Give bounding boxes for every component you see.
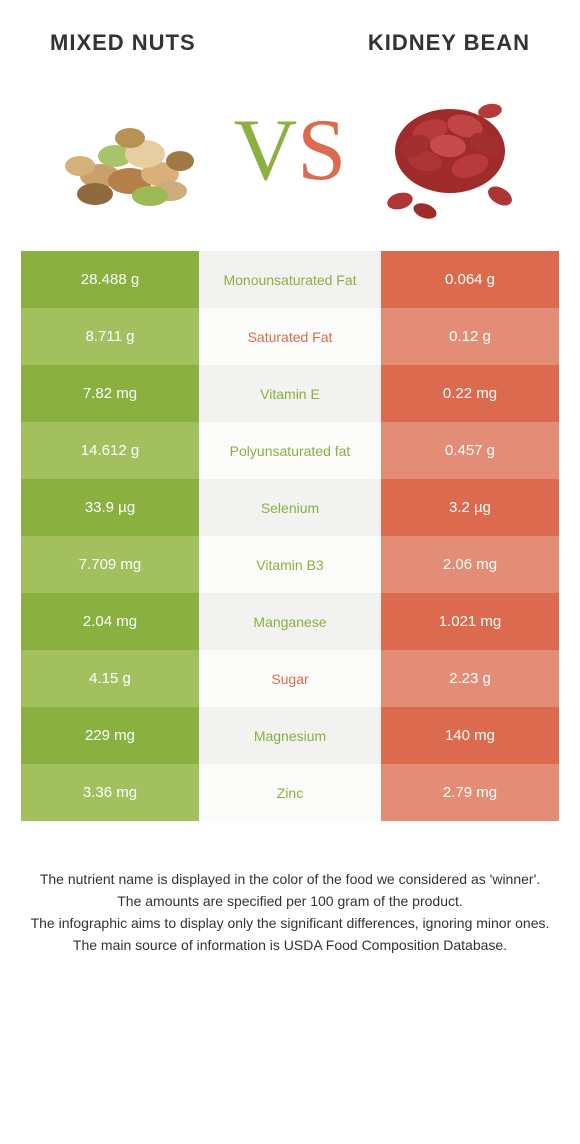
value-right: 0.064 g	[381, 251, 559, 308]
mixed-nuts-image	[50, 76, 210, 226]
value-right: 2.06 mg	[381, 536, 559, 593]
value-left: 14.612 g	[21, 422, 199, 479]
table-row: 14.612 gPolyunsaturated fat0.457 g	[21, 422, 559, 479]
table-row: 33.9 µgSelenium3.2 µg	[21, 479, 559, 536]
value-left: 3.36 mg	[21, 764, 199, 821]
value-right: 0.22 mg	[381, 365, 559, 422]
vs-s: S	[297, 107, 346, 195]
table-row: 3.36 mgZinc2.79 mg	[21, 764, 559, 821]
table-row: 2.04 mgManganese1.021 mg	[21, 593, 559, 650]
value-left: 229 mg	[21, 707, 199, 764]
table-row: 7.709 mgVitamin B32.06 mg	[21, 536, 559, 593]
value-right: 2.79 mg	[381, 764, 559, 821]
title-right: KIDNEY BEAN	[368, 30, 530, 56]
footer-line: The nutrient name is displayed in the co…	[30, 869, 550, 890]
value-right: 2.23 g	[381, 650, 559, 707]
value-left: 7.709 mg	[21, 536, 199, 593]
value-right: 0.12 g	[381, 308, 559, 365]
value-left: 4.15 g	[21, 650, 199, 707]
nutrient-label: Polyunsaturated fat	[199, 422, 381, 479]
value-right: 0.457 g	[381, 422, 559, 479]
table-row: 7.82 mgVitamin E0.22 mg	[21, 365, 559, 422]
value-left: 28.488 g	[21, 251, 199, 308]
table-row: 28.488 gMonounsaturated Fat0.064 g	[21, 251, 559, 308]
nutrient-label: Zinc	[199, 764, 381, 821]
nutrient-label: Saturated Fat	[199, 308, 381, 365]
nutrient-label: Sugar	[199, 650, 381, 707]
footer-notes: The nutrient name is displayed in the co…	[0, 821, 580, 956]
nutrient-label: Selenium	[199, 479, 381, 536]
table-row: 8.711 gSaturated Fat0.12 g	[21, 308, 559, 365]
nutrient-label: Vitamin B3	[199, 536, 381, 593]
value-left: 8.711 g	[21, 308, 199, 365]
footer-line: The amounts are specified per 100 gram o…	[30, 891, 550, 912]
nutrient-label: Manganese	[199, 593, 381, 650]
kidney-bean-image	[370, 76, 530, 226]
value-left: 2.04 mg	[21, 593, 199, 650]
value-right: 1.021 mg	[381, 593, 559, 650]
table-row: 229 mgMagnesium140 mg	[21, 707, 559, 764]
vs-label: V S	[234, 107, 347, 195]
title-left: MIXED NUTS	[50, 30, 196, 56]
value-left: 7.82 mg	[21, 365, 199, 422]
table-row: 4.15 gSugar2.23 g	[21, 650, 559, 707]
value-left: 33.9 µg	[21, 479, 199, 536]
vs-v: V	[234, 107, 298, 195]
footer-line: The infographic aims to display only the…	[30, 913, 550, 934]
nutrient-label: Vitamin E	[199, 365, 381, 422]
nutrient-label: Monounsaturated Fat	[199, 251, 381, 308]
footer-line: The main source of information is USDA F…	[30, 935, 550, 956]
nutrient-table: 28.488 gMonounsaturated Fat0.064 g8.711 …	[21, 251, 559, 821]
value-right: 140 mg	[381, 707, 559, 764]
nutrient-label: Magnesium	[199, 707, 381, 764]
value-right: 3.2 µg	[381, 479, 559, 536]
